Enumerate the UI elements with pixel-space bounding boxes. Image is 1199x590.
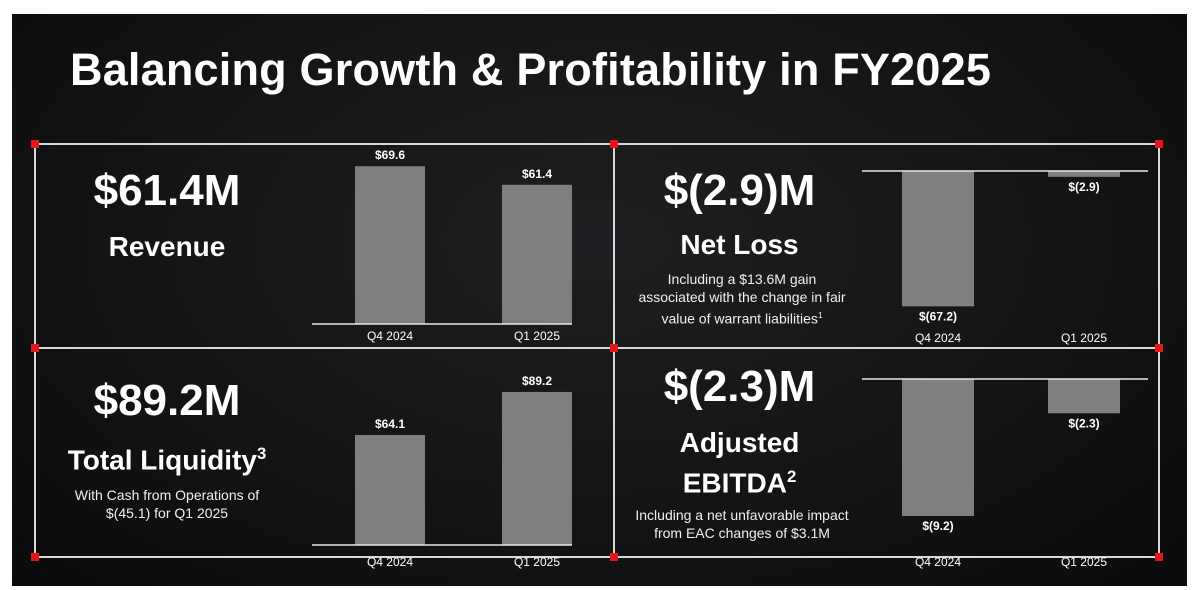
ebitda-label-line2: EBITDA — [682, 467, 787, 499]
bar-value-label: $(9.2) — [922, 519, 953, 533]
frame-top — [34, 143, 1160, 145]
ebitda-value: $(2.3)M — [663, 362, 816, 411]
corner-marker — [31, 553, 39, 561]
ebitda-bar-chart: $(9.2) Q4 2024 $(2.3) Q1 2025 — [848, 354, 1148, 569]
liquidity-label-text: Total Liquidity — [67, 444, 257, 476]
bar-value-label: $61.4 — [522, 167, 552, 181]
net-loss-note-line3: value of warrant liabilities — [661, 310, 818, 327]
slide: Balancing Growth & Profitability in FY20… — [12, 14, 1187, 586]
category-label: Q1 2025 — [514, 329, 560, 343]
bar-q1-2025 — [502, 184, 572, 324]
bar-value-label: $(67.2) — [919, 309, 957, 323]
slide-title: Balancing Growth & Profitability in FY20… — [70, 44, 992, 95]
footnote-3: 3 — [256, 444, 267, 463]
category-label: Q4 2024 — [367, 329, 413, 343]
ebitda-note-line1: Including a net unfavorable impact — [635, 507, 849, 523]
net-loss-bar-chart: $(67.2) Q4 2024 $(2.9) Q1 2025 — [848, 146, 1148, 345]
footnote-2: 2 — [786, 467, 797, 486]
ebitda-label: Adjusted EBITDA2 — [627, 426, 852, 500]
net-loss-note-line1: Including a $13.6M gain — [667, 271, 817, 287]
corner-marker — [1155, 344, 1163, 352]
category-label: Q1 2025 — [1061, 331, 1107, 345]
corner-marker — [610, 344, 618, 352]
liquidity-bar-chart: $64.1 Q4 2024 $89.2 Q1 2025 — [302, 352, 582, 569]
net-loss-value: $(2.9)M — [663, 166, 816, 215]
category-label: Q1 2025 — [1061, 555, 1107, 569]
corner-marker — [1155, 553, 1163, 561]
liquidity-label: Total Liquidity3 — [32, 444, 302, 476]
revenue-bar-chart: $69.6 Q4 2024 $61.4 Q1 2025 — [302, 146, 582, 343]
liquidity-note-line1: With Cash from Operations of — [74, 487, 260, 503]
liquidity-value: $89.2M — [93, 376, 241, 425]
ebitda-note: Including a net unfavorable impact from … — [612, 506, 872, 542]
frame-bottom — [34, 556, 1160, 558]
corner-marker — [31, 140, 39, 148]
bar-value-label: $89.2 — [522, 374, 552, 388]
liquidity-note-line2: $(45.1) for Q1 2025 — [105, 505, 229, 521]
category-label: Q1 2025 — [514, 555, 560, 569]
bar-value-label: $69.6 — [375, 148, 405, 162]
bar-value-label: $64.1 — [375, 417, 405, 431]
bar-value-label: $(2.9) — [1068, 180, 1099, 194]
bar-value-label: $(2.3) — [1068, 416, 1099, 430]
bar-q1-2025 — [502, 391, 572, 545]
corner-marker — [1155, 140, 1163, 148]
revenue-label: Revenue — [108, 231, 226, 262]
revenue-value: $61.4M — [93, 166, 241, 215]
net-loss-note-line2: associated with the change in fair — [638, 289, 846, 305]
category-label: Q4 2024 — [915, 555, 961, 569]
frame-middle — [34, 347, 1160, 349]
category-label: Q4 2024 — [915, 331, 961, 345]
corner-marker — [610, 553, 618, 561]
bar-q4-2024 — [355, 166, 425, 324]
bar-q4-2024 — [902, 171, 974, 307]
liquidity-note: With Cash from Operations of $(45.1) for… — [32, 486, 302, 522]
corner-marker — [31, 344, 39, 352]
bar-q4-2024 — [902, 379, 974, 517]
footnote-1: 1 — [817, 310, 823, 320]
net-loss-note: Including a $13.6M gain associated with … — [612, 270, 872, 328]
ebitda-label-line1: Adjusted — [679, 427, 800, 458]
ebitda-note-line2: from EAC changes of $3.1M — [654, 525, 830, 541]
bar-q1-2025 — [1048, 379, 1120, 414]
corner-marker — [610, 140, 618, 148]
bar-q1-2025 — [1048, 171, 1120, 177]
bar-q4-2024 — [355, 435, 425, 545]
category-label: Q4 2024 — [367, 555, 413, 569]
net-loss-label: Net Loss — [680, 229, 799, 260]
